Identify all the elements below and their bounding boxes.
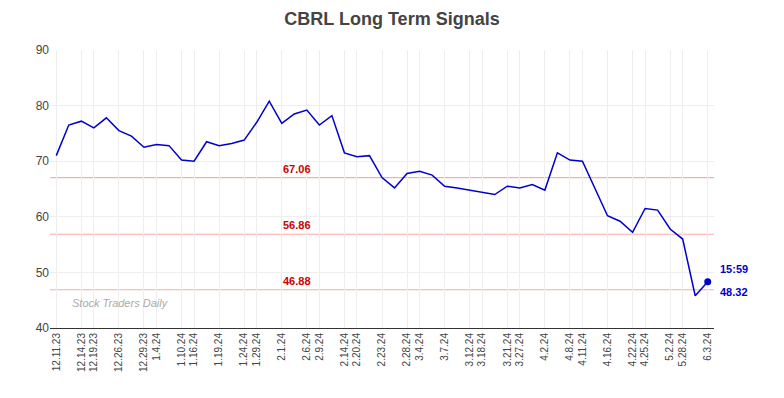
svg-text:3.12.24: 3.12.24: [464, 333, 475, 367]
svg-text:12.11.23: 12.11.23: [51, 333, 62, 372]
svg-text:1.16.24: 1.16.24: [188, 333, 199, 367]
svg-text:2.1.24: 2.1.24: [276, 333, 287, 361]
svg-text:4.22.24: 4.22.24: [627, 333, 638, 367]
svg-text:1.4.24: 1.4.24: [151, 333, 162, 361]
svg-text:4.2.24: 4.2.24: [539, 333, 550, 361]
svg-text:12.14.23: 12.14.23: [76, 333, 87, 372]
svg-text:60: 60: [36, 210, 50, 224]
svg-text:1.24.24: 1.24.24: [238, 333, 249, 367]
svg-text:3.21.24: 3.21.24: [502, 333, 513, 367]
svg-text:Stock Traders Daily: Stock Traders Daily: [72, 297, 169, 309]
svg-text:1.10.24: 1.10.24: [176, 333, 187, 367]
svg-text:5.28.24: 5.28.24: [677, 333, 688, 367]
svg-text:12.19.23: 12.19.23: [88, 333, 99, 372]
svg-text:4.16.24: 4.16.24: [602, 333, 613, 367]
svg-text:1.29.24: 1.29.24: [251, 333, 262, 367]
svg-text:4.8.24: 4.8.24: [564, 333, 575, 361]
svg-text:67.06: 67.06: [283, 163, 311, 175]
svg-text:3.4.24: 3.4.24: [414, 333, 425, 361]
svg-text:50: 50: [36, 266, 50, 280]
svg-text:56.86: 56.86: [283, 219, 311, 231]
svg-text:12.29.23: 12.29.23: [138, 333, 149, 372]
svg-text:4.25.24: 4.25.24: [639, 333, 650, 367]
svg-text:3.18.24: 3.18.24: [476, 333, 487, 367]
svg-text:70: 70: [36, 154, 50, 168]
svg-text:2.14.24: 2.14.24: [339, 333, 350, 367]
svg-text:2.20.24: 2.20.24: [351, 333, 362, 367]
svg-text:6.3.24: 6.3.24: [702, 333, 713, 361]
svg-text:15:59: 15:59: [720, 263, 748, 275]
svg-text:46.88: 46.88: [283, 275, 311, 287]
svg-text:3.7.24: 3.7.24: [439, 333, 450, 361]
svg-text:80: 80: [36, 99, 50, 113]
svg-text:2.6.24: 2.6.24: [301, 333, 312, 361]
svg-text:12.26.23: 12.26.23: [113, 333, 124, 372]
svg-text:90: 90: [36, 43, 50, 57]
svg-text:5.2.24: 5.2.24: [664, 333, 675, 361]
svg-text:2.28.24: 2.28.24: [401, 333, 412, 367]
svg-text:40: 40: [36, 321, 50, 335]
svg-text:1.19.24: 1.19.24: [213, 333, 224, 367]
svg-text:4.11.24: 4.11.24: [577, 333, 588, 366]
svg-text:3.27.24: 3.27.24: [514, 333, 525, 367]
svg-text:48.32: 48.32: [720, 286, 748, 298]
svg-text:2.9.24: 2.9.24: [314, 333, 325, 361]
svg-text:2.23.24: 2.23.24: [376, 333, 387, 367]
svg-text:CBRL Long Term Signals: CBRL Long Term Signals: [284, 9, 499, 29]
